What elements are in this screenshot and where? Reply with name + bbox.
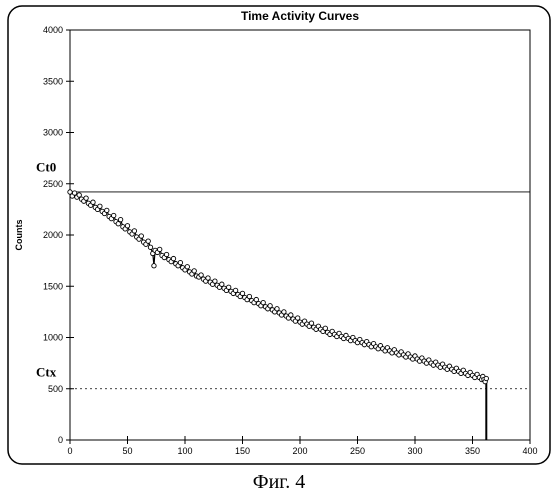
series-marker	[105, 208, 109, 212]
series-marker	[213, 279, 217, 283]
series-marker	[254, 297, 258, 301]
series-marker	[192, 269, 196, 273]
chart-title: Time Activity Curves	[241, 9, 359, 23]
x-tick-label: 300	[407, 446, 422, 456]
series-marker	[72, 191, 76, 195]
series-marker	[139, 234, 143, 238]
series-marker	[206, 276, 210, 280]
series-marker	[275, 307, 279, 311]
series-marker	[268, 304, 272, 308]
series-marker	[199, 273, 203, 277]
annotation-label-ctx: Ctx	[36, 364, 57, 379]
x-tick-label: 250	[350, 446, 365, 456]
x-tick-label: 200	[292, 446, 307, 456]
series-marker	[91, 200, 95, 204]
y-tick-label: 500	[48, 384, 63, 394]
x-tick-label: 350	[465, 446, 480, 456]
series-marker	[68, 190, 72, 194]
series-marker	[309, 321, 313, 325]
time-activity-chart: Time Activity Curves05001000150020002500…	[0, 0, 558, 470]
annotation-label-ct0: Ct0	[36, 159, 56, 174]
series-marker	[112, 213, 116, 217]
y-tick-label: 2000	[43, 230, 63, 240]
series-marker	[178, 260, 182, 264]
series-marker	[146, 239, 150, 243]
series-marker	[152, 264, 156, 268]
figure-container: Time Activity Curves05001000150020002500…	[0, 0, 558, 500]
series-marker	[116, 222, 120, 226]
series-marker	[148, 245, 152, 249]
series-marker	[164, 252, 168, 256]
x-tick-label: 100	[177, 446, 192, 456]
series-marker	[247, 294, 251, 298]
series-marker	[77, 193, 81, 197]
series-marker	[233, 288, 237, 292]
series-marker	[98, 204, 102, 208]
series-marker	[484, 376, 488, 380]
series-marker	[185, 265, 189, 269]
series-marker	[289, 313, 293, 317]
y-tick-label: 3500	[43, 76, 63, 86]
series-marker	[296, 316, 300, 320]
series-marker	[171, 256, 175, 260]
series-marker	[240, 291, 244, 295]
x-tick-label: 150	[235, 446, 250, 456]
series-marker	[84, 196, 88, 200]
y-axis-label: Counts	[14, 220, 24, 251]
x-tick-label: 0	[67, 446, 72, 456]
series-marker	[323, 326, 327, 330]
y-tick-label: 1000	[43, 333, 63, 343]
series-marker	[261, 300, 265, 304]
series-marker	[282, 310, 286, 314]
series-marker	[158, 247, 162, 251]
series-marker	[125, 224, 129, 228]
y-tick-label: 3000	[43, 128, 63, 138]
x-tick-label: 400	[522, 446, 537, 456]
series-marker	[132, 229, 136, 233]
x-tick-label: 50	[122, 446, 132, 456]
y-tick-label: 2500	[43, 179, 63, 189]
series-marker	[220, 282, 224, 286]
y-tick-label: 4000	[43, 25, 63, 35]
series-marker	[227, 285, 231, 289]
y-tick-label: 0	[58, 435, 63, 445]
figure-caption: Фиг. 4	[0, 471, 558, 494]
y-tick-label: 1500	[43, 281, 63, 291]
series-marker	[118, 217, 122, 221]
